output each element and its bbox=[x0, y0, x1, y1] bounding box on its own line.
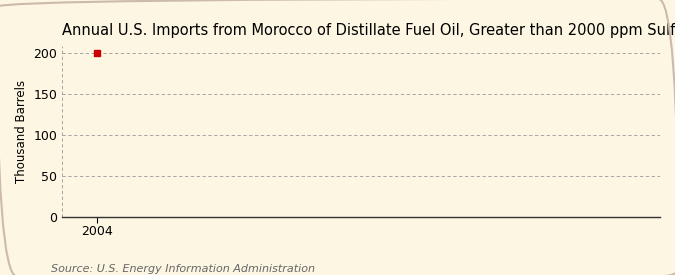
Y-axis label: Thousand Barrels: Thousand Barrels bbox=[15, 80, 28, 183]
Text: Source: U.S. Energy Information Administration: Source: U.S. Energy Information Administ… bbox=[51, 264, 315, 274]
Text: Annual U.S. Imports from Morocco of Distillate Fuel Oil, Greater than 2000 ppm S: Annual U.S. Imports from Morocco of Dist… bbox=[61, 23, 675, 38]
